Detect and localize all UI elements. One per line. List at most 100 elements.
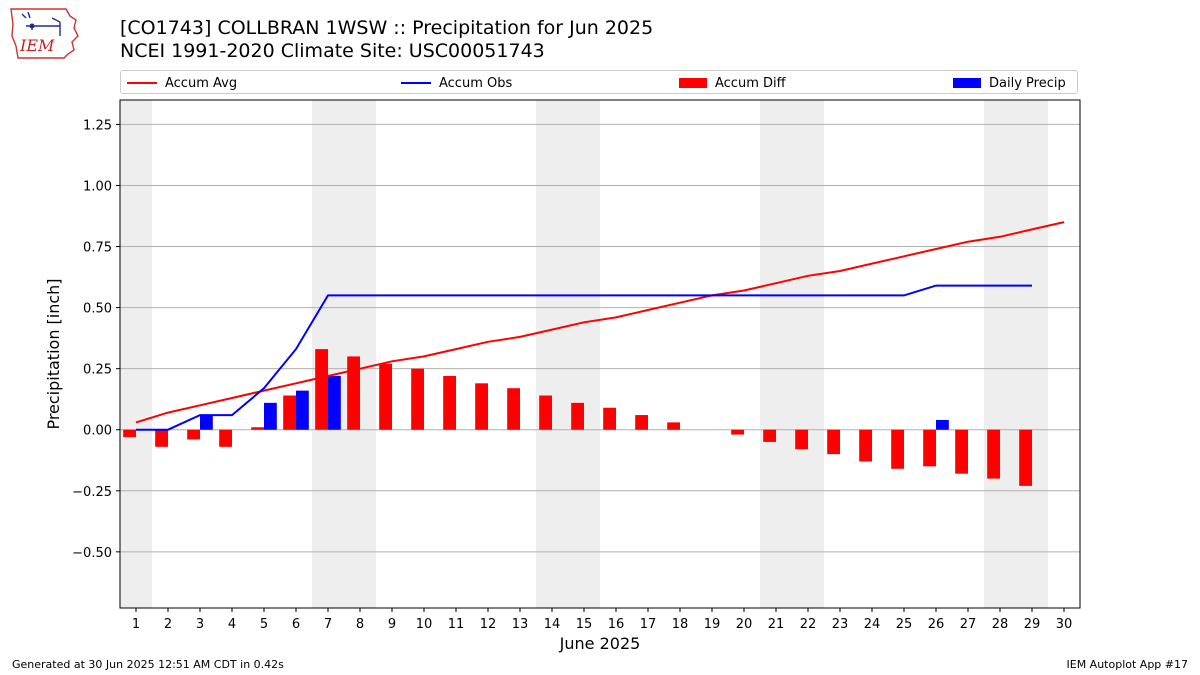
- x-tick-label: 21: [768, 617, 785, 632]
- accum-diff-bar: [411, 368, 424, 430]
- accum-diff-bar: [731, 429, 744, 435]
- weekend-band-3: [536, 100, 600, 608]
- accum-diff-bar: [827, 429, 840, 455]
- legend-label-accum-avg: Accum Avg: [165, 75, 238, 91]
- x-tick-label: 17: [640, 617, 657, 632]
- accum-diff-bar: [891, 429, 904, 469]
- x-tick-label: 1: [132, 617, 140, 632]
- accum-diff-bar: [539, 395, 552, 430]
- x-tick-label: 15: [576, 617, 593, 632]
- x-tick-label: 29: [1024, 617, 1041, 632]
- weekend-band-5: [984, 100, 1048, 608]
- legend-item-accum-diff: Accum Diff: [679, 74, 786, 92]
- accum-diff-bar: [443, 375, 456, 430]
- chart-title: [CO1743] COLLBRAN 1WSW :: Precipitation …: [120, 17, 654, 39]
- accum-diff-bar: [475, 383, 488, 430]
- x-tick-label: 8: [356, 617, 364, 632]
- x-tick-label: 23: [832, 617, 849, 632]
- legend-swatch-accum-obs: [401, 82, 431, 84]
- x-tick-label: 19: [704, 617, 721, 632]
- gauge-dot-icon: [29, 23, 35, 29]
- y-axis-label: Precipitation [inch]: [44, 278, 63, 429]
- accum-diff-bar: [507, 388, 520, 430]
- legend-swatch-daily-precip: [953, 78, 981, 88]
- accum-diff-bar: [251, 427, 264, 430]
- accum-diff-bar: [347, 356, 360, 430]
- iowa-state-outline-icon: [10, 8, 79, 59]
- legend-swatch-accum-diff: [679, 78, 707, 88]
- accum-diff-bar: [955, 429, 968, 474]
- y-tick-label: 1.25: [83, 118, 112, 133]
- accum-diff-bar: [859, 429, 872, 462]
- plot-frame: [119, 99, 1081, 609]
- x-tick-label: 20: [736, 617, 753, 632]
- accum-diff-bar: [315, 349, 328, 430]
- accum-avg-line: [135, 221, 1065, 424]
- legend-label-daily-precip: Daily Precip: [989, 75, 1066, 91]
- weekend-band-1: [120, 100, 152, 608]
- accum-diff-bar: [635, 415, 648, 430]
- daily-precip-bar: [200, 415, 213, 430]
- weekend-shading-layer: [120, 100, 1048, 608]
- chart-legend: Accum Avg Accum Obs Accum Diff Daily Pre…: [120, 70, 1078, 94]
- accum-diff-bar: [667, 422, 680, 430]
- legend-swatch-accum-avg: [127, 82, 157, 84]
- x-tick-label: 30: [1056, 617, 1073, 632]
- x-axis-label: June 2025: [559, 634, 641, 653]
- accum-diff-bar: [987, 429, 1000, 479]
- x-tick-label: 22: [800, 617, 817, 632]
- accum-diff-bar: [219, 429, 232, 447]
- y-tick-label: −0.25: [72, 485, 112, 500]
- chart-subtitle: NCEI 1991-2020 Climate Site: USC00051743: [120, 40, 545, 62]
- accum-diff-bar: [379, 363, 392, 430]
- x-tick-label: 4: [228, 617, 236, 632]
- y-tick-label: 0.00: [83, 424, 112, 439]
- x-tick-label: 14: [544, 617, 561, 632]
- accum-diff-bar: [763, 429, 776, 442]
- daily-precip-bar: [296, 390, 309, 430]
- x-tick-label: 2: [164, 617, 172, 632]
- x-tick-label: 18: [672, 617, 689, 632]
- logo-text: IEM: [19, 36, 55, 55]
- accum-diff-bar: [155, 429, 168, 447]
- generated-timestamp: Generated at 30 Jun 2025 12:51 AM CDT in…: [12, 658, 284, 671]
- accum-obs-line: [136, 284, 1032, 431]
- accum-diff-bar: [603, 407, 616, 430]
- x-tick-label: 3: [196, 617, 204, 632]
- x-tick-label: 16: [608, 617, 625, 632]
- app-credit: IEM Autoplot App #17: [1066, 658, 1189, 671]
- x-tick-label: 6: [292, 617, 300, 632]
- accum-diff-bar: [795, 429, 808, 450]
- y-tick-label: 0.75: [83, 241, 112, 256]
- accum-diff-bar: [923, 429, 936, 467]
- x-tick-label: 24: [864, 617, 881, 632]
- legend-item-daily-precip: Daily Precip: [953, 74, 1066, 92]
- y-tick-label: 1.00: [83, 179, 112, 194]
- y-tick-label: 0.25: [83, 363, 112, 378]
- daily-precip-bar: [264, 402, 277, 430]
- x-tick-label: 13: [512, 617, 529, 632]
- lines-layer: [135, 221, 1065, 431]
- x-tick-label: 11: [448, 617, 465, 632]
- x-tick-label: 5: [260, 617, 268, 632]
- grid-layer: [120, 123, 1080, 553]
- weekend-band-4: [760, 100, 824, 608]
- y-tick-label: 0.50: [83, 302, 112, 317]
- x-tick-label: 25: [896, 617, 913, 632]
- accum-diff-bar: [1019, 429, 1032, 486]
- iem-logo: IEM: [10, 8, 79, 59]
- legend-label-accum-diff: Accum Diff: [715, 75, 786, 91]
- x-tick-label: 12: [480, 617, 497, 632]
- x-tick-label: 28: [992, 617, 1009, 632]
- x-tick-label: 9: [388, 617, 396, 632]
- weekend-band-2: [312, 100, 376, 608]
- x-tick-label: 27: [960, 617, 977, 632]
- x-tick-label: 7: [324, 617, 332, 632]
- accum-diff-bar: [571, 402, 584, 430]
- daily-precip-bar: [936, 419, 949, 430]
- x-tick-label: 26: [928, 617, 945, 632]
- accum-diff-bar: [283, 395, 296, 430]
- accum-diff-bar: [123, 429, 136, 438]
- daily-precip-bar: [328, 375, 341, 430]
